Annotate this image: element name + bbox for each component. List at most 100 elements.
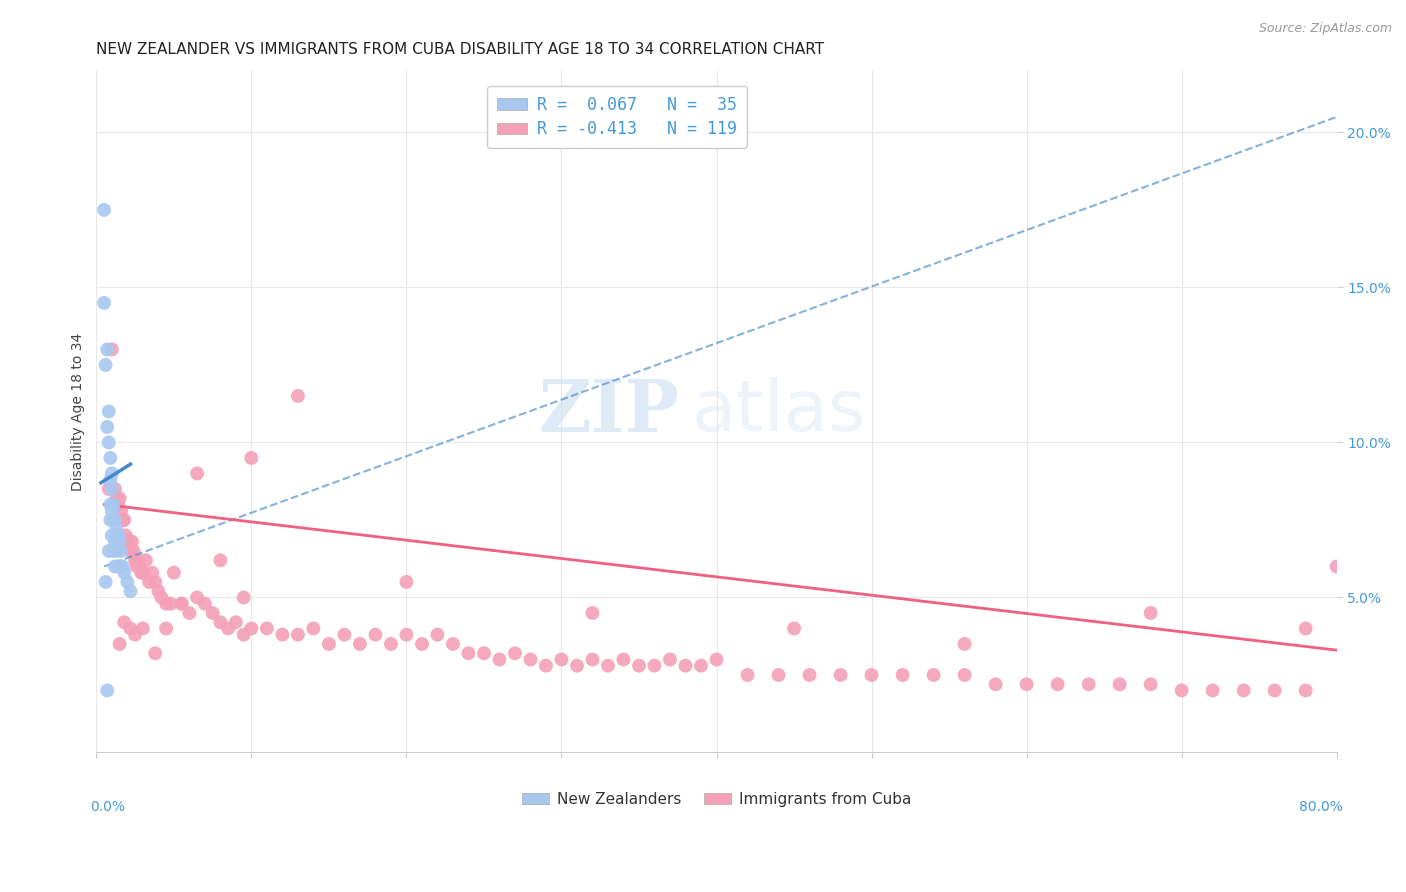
Point [98, 513, 121, 527]
Point [132, 622, 155, 636]
Point [519, 652, 541, 666]
Point [675, 658, 697, 673]
Point [143, 646, 166, 660]
Legend: New Zealanders, Immigrants from Cuba: New Zealanders, Immigrants from Cuba [516, 786, 918, 813]
Point [581, 606, 603, 620]
Point [209, 615, 232, 630]
Point [128, 559, 150, 574]
Point [120, 544, 142, 558]
Point [148, 584, 170, 599]
Point [550, 652, 572, 666]
Point [1295, 622, 1317, 636]
Point [318, 637, 340, 651]
Text: Source: ZipAtlas.com: Source: ZipAtlas.com [1258, 22, 1392, 36]
Point [105, 522, 128, 536]
Point [225, 615, 247, 630]
Point [101, 482, 124, 496]
Point [155, 597, 177, 611]
Point [1077, 677, 1099, 691]
Point [457, 646, 479, 660]
Point [209, 553, 232, 567]
Point [110, 503, 132, 517]
Point [101, 467, 124, 481]
Point [107, 559, 129, 574]
Point [302, 622, 325, 636]
Point [103, 498, 125, 512]
Point [103, 513, 125, 527]
Point [124, 553, 146, 567]
Point [1108, 677, 1130, 691]
Text: ZIP: ZIP [538, 376, 679, 447]
Point [101, 528, 124, 542]
Point [104, 559, 127, 574]
Point [287, 389, 309, 403]
Point [104, 482, 127, 496]
Point [105, 544, 128, 558]
Point [117, 534, 139, 549]
Point [96, 683, 118, 698]
Point [138, 574, 160, 589]
Point [891, 668, 914, 682]
Point [125, 559, 148, 574]
Point [122, 544, 145, 558]
Point [596, 658, 619, 673]
Point [108, 559, 131, 574]
Point [111, 559, 134, 574]
Point [659, 652, 682, 666]
Point [1046, 677, 1069, 691]
Point [143, 574, 166, 589]
Point [706, 652, 728, 666]
Point [380, 637, 402, 651]
Point [108, 637, 131, 651]
Point [232, 591, 254, 605]
Point [690, 658, 713, 673]
Point [271, 628, 294, 642]
Point [768, 668, 790, 682]
Point [98, 473, 121, 487]
Point [612, 652, 634, 666]
Point [107, 498, 129, 512]
Point [97, 404, 120, 418]
Point [953, 637, 976, 651]
Point [170, 597, 193, 611]
Point [1139, 677, 1161, 691]
Point [411, 637, 433, 651]
Point [860, 668, 883, 682]
Point [627, 658, 650, 673]
Point [830, 668, 852, 682]
Y-axis label: Disability Age 18 to 34: Disability Age 18 to 34 [72, 333, 86, 491]
Point [287, 628, 309, 642]
Point [1233, 683, 1256, 698]
Point [1326, 559, 1348, 574]
Point [441, 637, 464, 651]
Point [104, 513, 127, 527]
Point [101, 503, 124, 517]
Point [93, 296, 115, 310]
Point [135, 553, 157, 567]
Point [783, 622, 806, 636]
Point [1264, 683, 1286, 698]
Point [1201, 683, 1223, 698]
Point [111, 513, 134, 527]
Point [503, 646, 526, 660]
Point [581, 652, 603, 666]
Point [534, 658, 557, 673]
Point [395, 628, 418, 642]
Point [984, 677, 1007, 691]
Point [141, 566, 163, 580]
Text: atlas: atlas [692, 377, 866, 446]
Point [107, 528, 129, 542]
Point [155, 622, 177, 636]
Point [127, 553, 149, 567]
Point [97, 435, 120, 450]
Text: NEW ZEALANDER VS IMMIGRANTS FROM CUBA DISABILITY AGE 18 TO 34 CORRELATION CHART: NEW ZEALANDER VS IMMIGRANTS FROM CUBA DI… [97, 42, 824, 57]
Point [426, 628, 449, 642]
Point [114, 528, 136, 542]
Point [1139, 606, 1161, 620]
Point [103, 544, 125, 558]
Point [644, 658, 666, 673]
Point [395, 574, 418, 589]
Point [217, 622, 239, 636]
Point [96, 343, 118, 357]
Point [96, 420, 118, 434]
